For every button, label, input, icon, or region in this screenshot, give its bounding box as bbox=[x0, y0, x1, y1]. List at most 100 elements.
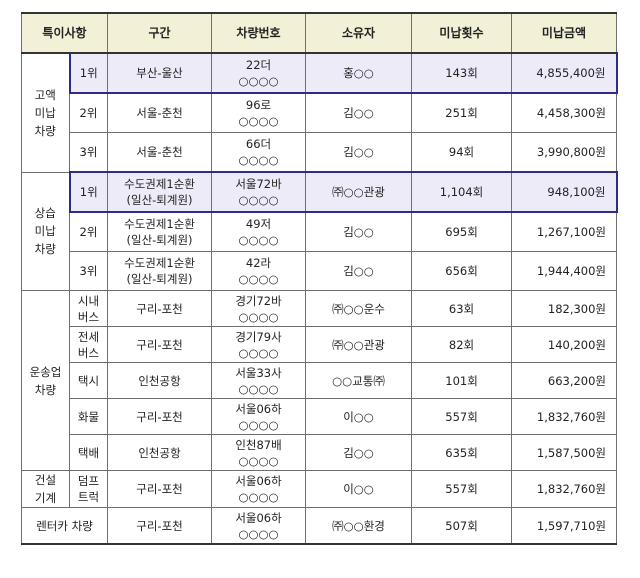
plate-line2: ○○○○ bbox=[238, 453, 279, 468]
plate-line1: 서울06하 bbox=[235, 401, 282, 416]
row-amount: 1,832,760원 bbox=[511, 398, 618, 435]
header-row: 특이사항 구간 차량번호 소유자 미납횟수 미납금액 bbox=[20, 12, 618, 54]
route-line2: (일산-퇴계원) bbox=[126, 233, 193, 247]
group-label: 렌터카 차량 bbox=[20, 507, 109, 545]
row-owner: 이○○ bbox=[305, 398, 413, 435]
row-plate: 49저 ○○○○ bbox=[211, 211, 307, 252]
row-count: 63회 bbox=[411, 290, 513, 327]
plate-line1: 42라 bbox=[245, 256, 272, 270]
row-sub: 택배 bbox=[68, 434, 109, 471]
unpaid-toll-table-wrapper: 특이사항 구간 차량번호 소유자 미납횟수 미납금액 고액 미납 차량 1위 부… bbox=[20, 12, 618, 545]
row-amount: 140,200원 bbox=[511, 326, 618, 363]
plate-line2: ○○○○ bbox=[238, 193, 279, 207]
row-sub: 1위 bbox=[68, 52, 109, 94]
row-route: 구리-포천 bbox=[107, 326, 213, 363]
row-owner: ㈜○○운수 bbox=[305, 290, 413, 327]
row-amount: 663,200원 bbox=[511, 362, 618, 399]
row-plate: 경기72바 ○○○○ bbox=[211, 290, 307, 327]
header-amount: 미납금액 bbox=[511, 12, 618, 54]
table-row: 화물 구리-포천 서울06하 ○○○○ 이○○ 557회 1,832,760원 bbox=[22, 398, 618, 435]
plate-line2: ○○○○ bbox=[238, 526, 279, 541]
row-plate: 서울06하 ○○○○ bbox=[211, 507, 307, 545]
row-sub: 덤프 트럭 bbox=[68, 470, 109, 508]
row-plate: 22더 ○○○○ bbox=[211, 52, 307, 94]
unpaid-toll-table: 특이사항 구간 차량번호 소유자 미납횟수 미납금액 고액 미납 차량 1위 부… bbox=[20, 12, 618, 545]
plate-line2: ○○○○ bbox=[238, 153, 279, 167]
row-sub: 3위 bbox=[68, 132, 109, 173]
row-amount: 182,300원 bbox=[511, 290, 618, 327]
header-special: 특이사항 bbox=[20, 12, 109, 54]
row-plate: 서울06하 ○○○○ bbox=[211, 470, 307, 508]
row-count: 557회 bbox=[411, 470, 513, 508]
plate-line2: ○○○○ bbox=[238, 309, 279, 324]
row-count: 143회 bbox=[411, 52, 513, 94]
table-row: 전세 버스 구리-포천 경기79사 ○○○○ ㈜○○관광 82회 140,200원 bbox=[22, 326, 618, 363]
row-amount: 1,944,400원 bbox=[511, 251, 618, 291]
plate-line2: ○○○○ bbox=[238, 490, 279, 504]
row-route: 부산-울산 bbox=[107, 52, 213, 94]
row-owner: 홍○○ bbox=[305, 52, 413, 94]
plate-line1: 서울72바 bbox=[235, 177, 282, 191]
route-line2: (일산-퇴계원) bbox=[126, 193, 193, 207]
table-row: 고액 미납 차량 1위 부산-울산 22더 ○○○○ 홍○○ 143회 4,855… bbox=[21, 52, 618, 173]
row-amount: 948,100원 bbox=[511, 171, 618, 213]
route-line1: 수도권제1순환 bbox=[124, 217, 195, 231]
row-plate: 96로 ○○○○ bbox=[211, 92, 307, 133]
plate-line1: 서울06하 bbox=[235, 510, 282, 525]
table-row: 3위 수도권제1순환 (일산-퇴계원) 42라 ○○○○ 김○○ 656회 1,94… bbox=[22, 251, 618, 291]
row-sub: 3위 bbox=[68, 251, 109, 291]
header-route: 구간 bbox=[107, 12, 213, 54]
row-route: 수도권제1순환 (일산-퇴계원) bbox=[107, 211, 213, 252]
plate-line1: 서울33사 bbox=[235, 365, 282, 380]
group-label: 운송업 차량 bbox=[21, 290, 70, 471]
plate-line1: 경기72바 bbox=[235, 293, 282, 308]
plate-line2: ○○○○ bbox=[238, 74, 279, 88]
row-amount: 3,990,800원 bbox=[511, 132, 618, 173]
plate-line1: 96로 bbox=[245, 98, 272, 112]
row-owner: ㈜○○관광 bbox=[305, 326, 413, 363]
row-owner: ○○교통㈜ bbox=[305, 362, 413, 399]
row-sub: 1위 bbox=[68, 171, 109, 213]
row-route: 구리-포천 bbox=[107, 470, 213, 508]
row-sub: 2위 bbox=[68, 92, 109, 133]
plate-line2: ○○○○ bbox=[238, 381, 279, 396]
row-plate: 66더 ○○○○ bbox=[211, 132, 307, 173]
row-amount: 4,458,300원 bbox=[511, 92, 618, 133]
plate-line2: ○○○○ bbox=[238, 417, 279, 432]
table-row: 2위 수도권제1순환 (일산-퇴계원) 49저 ○○○○ 김○○ 695회 1,26… bbox=[22, 211, 618, 252]
table-row: 건설 기계 덤프 트럭 구리-포천 서울06하 ○○○○ 이○○ 557회 1,8… bbox=[21, 470, 618, 508]
row-route: 수도권제1순환 (일산-퇴계원) bbox=[107, 251, 213, 291]
plate-line1: 49저 bbox=[245, 217, 272, 231]
plate-line1: 22더 bbox=[245, 58, 272, 72]
row-sub: 2위 bbox=[68, 211, 109, 252]
row-route: 수도권제1순환 (일산-퇴계원) bbox=[107, 171, 213, 213]
row-count: 635회 bbox=[411, 434, 513, 471]
header-count: 미납횟수 bbox=[411, 12, 513, 54]
row-amount: 1,587,500원 bbox=[511, 434, 618, 471]
row-owner: 김○○ bbox=[305, 434, 413, 471]
table-row: 운송업 차량 시내 버스 구리-포천 경기72바 ○○○○ ㈜○○운수 63회 1… bbox=[21, 290, 618, 471]
row-plate: 인천87배 ○○○○ bbox=[211, 434, 307, 471]
header-plate: 차량번호 bbox=[211, 12, 307, 54]
row-count: 82회 bbox=[411, 326, 513, 363]
row-plate: 서울06하 ○○○○ bbox=[211, 398, 307, 435]
plate-line1: 서울06하 bbox=[235, 474, 282, 488]
table-row: 택시 인천공항 서울33사 ○○○○ ○○교통㈜ 101회 663,200원 bbox=[22, 362, 618, 399]
table-row: 택배 인천공항 인천87배 ○○○○ 김○○ 635회 1,587,500원 bbox=[22, 434, 618, 471]
row-sub: 시내 버스 bbox=[68, 290, 109, 327]
row-plate: 서울33사 ○○○○ bbox=[211, 362, 307, 399]
plate-line2: ○○○○ bbox=[238, 114, 279, 128]
row-owner: 김○○ bbox=[305, 132, 413, 173]
table-row: 2위 서울-춘천 96로 ○○○○ 김○○ 251회 4,458,300원 bbox=[22, 92, 618, 133]
group-label: 고액 미납 차량 bbox=[21, 52, 70, 173]
plate-line1: 경기79사 bbox=[235, 329, 282, 344]
row-route: 구리-포천 bbox=[107, 507, 213, 545]
row-sub: 택시 bbox=[68, 362, 109, 399]
plate-line2: ○○○○ bbox=[238, 233, 279, 247]
row-plate: 경기79사 ○○○○ bbox=[211, 326, 307, 363]
row-plate: 서울72바 ○○○○ bbox=[211, 171, 307, 213]
row-sub: 전세 버스 bbox=[68, 326, 109, 363]
row-owner: ㈜○○환경 bbox=[305, 507, 413, 545]
row-sub: 화물 bbox=[68, 398, 109, 435]
header-owner: 소유자 bbox=[305, 12, 413, 54]
